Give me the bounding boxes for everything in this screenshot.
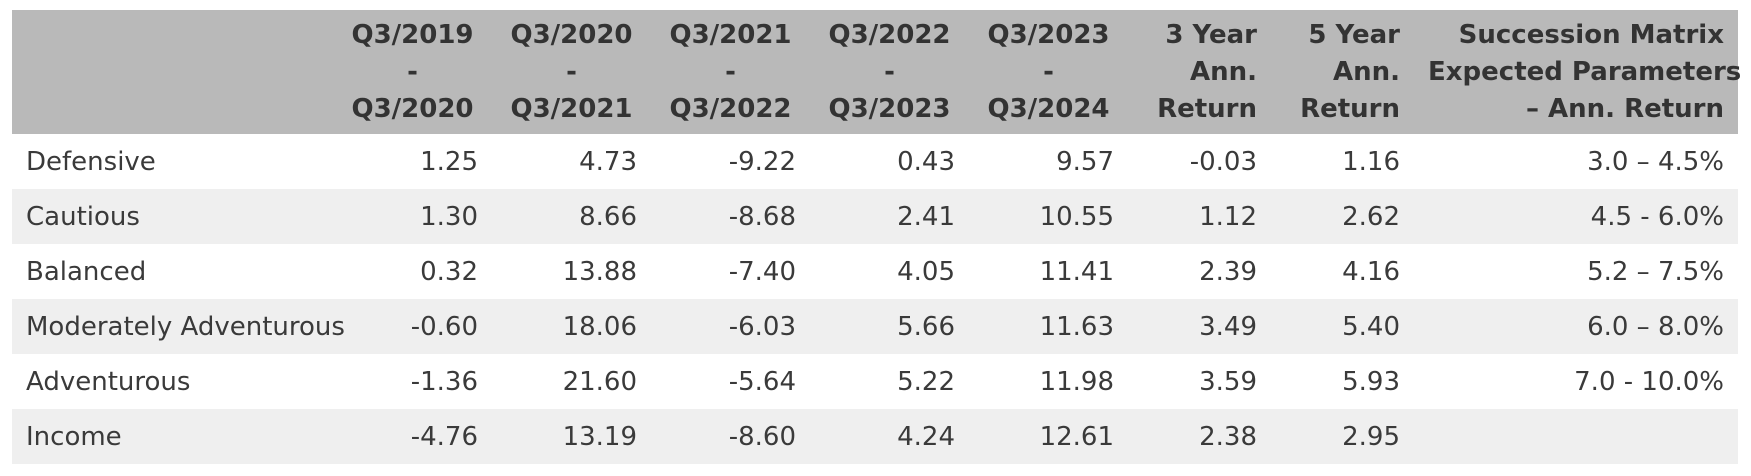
table-cell: 8.66 <box>492 189 651 244</box>
header-line: Return <box>1157 94 1257 124</box>
table-row: Adventurous -1.36 21.60 -5.64 5.22 11.98… <box>12 354 1738 409</box>
table-cell: 11.98 <box>969 354 1128 409</box>
period-to: Q3/2021 <box>510 94 633 124</box>
table-row: Balanced 0.32 13.88 -7.40 4.05 11.41 2.3… <box>12 244 1738 299</box>
period-from: Q3/2023 <box>987 20 1110 50</box>
header-line: 3 Year <box>1165 20 1257 50</box>
table-cell: 7.0 - 10.0% <box>1414 354 1738 409</box>
table-cell: 1.16 <box>1271 134 1414 189</box>
header-line: Return <box>1300 94 1400 124</box>
table-cell: 4.24 <box>810 409 969 464</box>
table-cell: 3.59 <box>1128 354 1271 409</box>
header-line: Expected Parameters <box>1428 57 1742 87</box>
table-cell: 2.38 <box>1128 409 1271 464</box>
table-cell: 2.39 <box>1128 244 1271 299</box>
portfolio-name: Adventurous <box>12 354 333 409</box>
table-cell: -7.40 <box>651 244 810 299</box>
table-cell: 13.88 <box>492 244 651 299</box>
table-cell: 6.0 – 8.0% <box>1414 299 1738 354</box>
table-cell: 4.5 - 6.0% <box>1414 189 1738 244</box>
table-cell <box>1414 409 1738 464</box>
table-cell: 1.25 <box>333 134 492 189</box>
portfolio-name: Moderately Adventurous <box>12 299 345 354</box>
period-separator: - <box>407 57 418 87</box>
table-cell: 11.41 <box>969 244 1128 299</box>
table-cell: 3.49 <box>1128 299 1271 354</box>
header-line: Ann. <box>1332 57 1400 87</box>
header-line: Succession Matrix <box>1458 20 1724 50</box>
period-to: Q3/2023 <box>828 94 951 124</box>
table-cell: -6.03 <box>651 299 810 354</box>
table-cell: 0.43 <box>810 134 969 189</box>
period-to: Q3/2022 <box>669 94 792 124</box>
table-row: Moderately Adventurous -0.60 18.06 -6.03… <box>12 299 1738 354</box>
header-line: Ann. <box>1189 57 1257 87</box>
performance-table: Q3/2019 - Q3/2020 Q3/2020 - Q3/2021 Q3/2… <box>12 10 1742 464</box>
header-line: – Ann. Return <box>1525 94 1724 124</box>
period-separator: - <box>566 57 577 87</box>
table-cell: 4.73 <box>492 134 651 189</box>
table-cell: -4.76 <box>333 409 492 464</box>
table-cell: 10.55 <box>969 189 1128 244</box>
header-blank <box>12 10 333 134</box>
table-cell: 2.41 <box>810 189 969 244</box>
table-cell: 5.93 <box>1271 354 1414 409</box>
header-five-year-return: 5 Year Ann. Return <box>1271 10 1414 134</box>
table-cell: 12.61 <box>969 409 1128 464</box>
period-to: Q3/2020 <box>351 94 474 124</box>
table-cell: 4.05 <box>810 244 969 299</box>
header-line: 5 Year <box>1308 20 1400 50</box>
period-separator: - <box>725 57 736 87</box>
table-cell: -5.64 <box>651 354 810 409</box>
table-cell: 5.2 – 7.5% <box>1414 244 1738 299</box>
table-header: Q3/2019 - Q3/2020 Q3/2020 - Q3/2021 Q3/2… <box>12 10 1742 134</box>
table-cell: 11.63 <box>969 299 1128 354</box>
table-cell: -8.68 <box>651 189 810 244</box>
header-row: Q3/2019 - Q3/2020 Q3/2020 - Q3/2021 Q3/2… <box>12 10 1742 134</box>
table-cell: 5.22 <box>810 354 969 409</box>
header-three-year-return: 3 Year Ann. Return <box>1128 10 1271 134</box>
table-cell: -8.60 <box>651 409 810 464</box>
period-from: Q3/2020 <box>510 20 633 50</box>
table-cell: 9.57 <box>969 134 1128 189</box>
table-cell: 4.16 <box>1271 244 1414 299</box>
header-period-5: Q3/2023 - Q3/2024 <box>969 10 1128 134</box>
period-from: Q3/2022 <box>828 20 951 50</box>
table-cell: -1.36 <box>333 354 492 409</box>
table-cell: 5.66 <box>810 299 969 354</box>
table-cell: 1.12 <box>1128 189 1271 244</box>
table-cell: 3.0 – 4.5% <box>1414 134 1738 189</box>
period-to: Q3/2024 <box>987 94 1110 124</box>
table-cell: -0.60 <box>333 299 492 354</box>
table-cell: -9.22 <box>651 134 810 189</box>
period-separator: - <box>1043 57 1054 87</box>
table-cell: 2.62 <box>1271 189 1414 244</box>
header-period-1: Q3/2019 - Q3/2020 <box>333 10 492 134</box>
portfolio-name: Income <box>12 409 333 464</box>
table-cell: 18.06 <box>492 299 651 354</box>
table-cell: 1.30 <box>333 189 492 244</box>
period-from: Q3/2021 <box>669 20 792 50</box>
table-cell: 13.19 <box>492 409 651 464</box>
table-cell: 2.95 <box>1271 409 1414 464</box>
table-cell: -0.03 <box>1128 134 1271 189</box>
table-cell: 0.32 <box>333 244 492 299</box>
header-period-4: Q3/2022 - Q3/2023 <box>810 10 969 134</box>
header-succession-matrix: Succession Matrix Expected Parameters – … <box>1414 10 1742 134</box>
table-row: Income -4.76 13.19 -8.60 4.24 12.61 2.38… <box>12 409 1738 464</box>
portfolio-name: Balanced <box>12 244 333 299</box>
period-from: Q3/2019 <box>351 20 474 50</box>
table-cell: 5.40 <box>1271 299 1414 354</box>
table-row: Cautious 1.30 8.66 -8.68 2.41 10.55 1.12… <box>12 189 1738 244</box>
header-period-3: Q3/2021 - Q3/2022 <box>651 10 810 134</box>
table-cell: 21.60 <box>492 354 651 409</box>
portfolio-name: Cautious <box>12 189 333 244</box>
table-body: Defensive 1.25 4.73 -9.22 0.43 9.57 -0.0… <box>12 134 1738 464</box>
portfolio-name: Defensive <box>12 134 333 189</box>
header-period-2: Q3/2020 - Q3/2021 <box>492 10 651 134</box>
period-separator: - <box>884 57 895 87</box>
table-row: Defensive 1.25 4.73 -9.22 0.43 9.57 -0.0… <box>12 134 1738 189</box>
